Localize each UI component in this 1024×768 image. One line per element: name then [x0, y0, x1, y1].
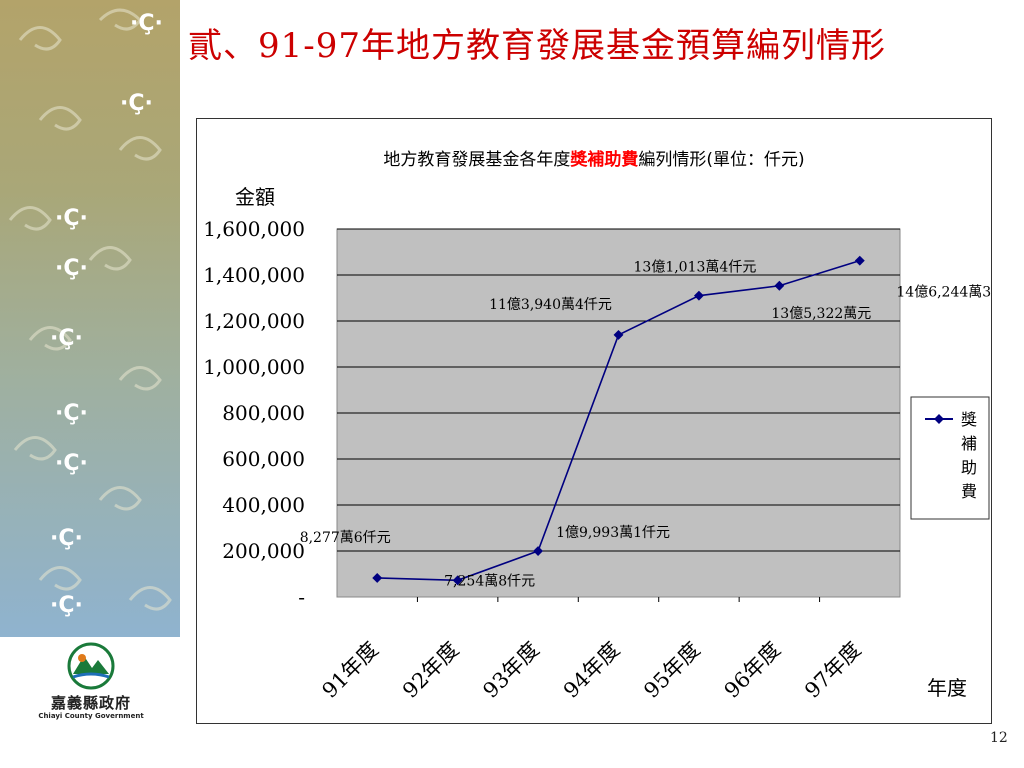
data-point [854, 255, 865, 266]
legend: 獎補助費 [910, 396, 990, 520]
svg-text:·Ç·: ·Ç· [50, 593, 83, 618]
svg-text:·Ç·: ·Ç· [55, 401, 88, 426]
svg-text:·Ç·: ·Ç· [55, 451, 88, 476]
data-label: 13億1,013萬4仟元 [634, 260, 757, 276]
y-tick-label: 1,600,000 [203, 217, 305, 241]
svg-text:·Ç·: ·Ç· [130, 11, 163, 36]
y-axis-label: 金額 [235, 185, 275, 209]
y-tick-label: 400,000 [222, 493, 305, 517]
svg-text:·Ç·: ·Ç· [55, 206, 88, 231]
data-label: 8,277萬6仟元 [300, 530, 391, 546]
data-point [693, 290, 704, 301]
x-tick-label: 94年度 [559, 637, 625, 703]
data-point [533, 546, 544, 556]
chart-title-suffix: 編列情形(單位：仟元) [638, 150, 804, 170]
data-label: 7,254萬8仟元 [444, 573, 535, 589]
decorative-sidebar: ·Ç· ·Ç· ·Ç· ·Ç· ·Ç· ·Ç· ·Ç· ·Ç· ·Ç· [0, 0, 180, 637]
x-tick-label: 95年度 [639, 637, 705, 703]
x-tick-label: 92年度 [398, 637, 464, 703]
org-name: 嘉義縣政府 [50, 694, 131, 712]
y-tick-label: 1,200,000 [203, 309, 305, 333]
legend-entry: 獎補助費 [961, 410, 977, 501]
data-label: 14億6,244萬3仟元 [896, 285, 991, 301]
x-tick-label: 93年度 [478, 637, 544, 703]
line-chart: 地方教育發展基金各年度獎補助費編列情形(單位：仟元) 金額 年度 -200,00… [203, 149, 991, 703]
svg-text:·Ç·: ·Ç· [120, 91, 153, 116]
x-tick-label: 97年度 [800, 637, 866, 703]
slide-title: 貳、91-97年地方教育發展基金預算編列情形 [188, 26, 887, 66]
data-point [613, 329, 624, 340]
x-axis-label: 年度 [927, 676, 967, 700]
data-point [452, 575, 463, 586]
data-label: 1億9,993萬1仟元 [556, 525, 670, 541]
y-tick-label: 1,400,000 [203, 263, 305, 287]
y-tick-label: 1,000,000 [203, 355, 305, 379]
data-point [774, 280, 785, 291]
y-tick-label: 600,000 [222, 447, 305, 471]
legend-marker-icon [934, 414, 944, 424]
org-name-en: Chiayi County Government [38, 712, 144, 720]
x-tick-label: 96年度 [720, 637, 786, 703]
chart-title-prefix: 地方教育發展基金各年度 [383, 150, 570, 170]
swirl-pattern-icon: ·Ç· ·Ç· ·Ç· ·Ç· ·Ç· ·Ç· ·Ç· ·Ç· ·Ç· [8, 8, 172, 618]
y-tick-label: 200,000 [222, 539, 305, 563]
page-number: 12 [990, 730, 1008, 746]
x-tick-label: 91年度 [317, 637, 383, 703]
svg-text:·Ç·: ·Ç· [50, 326, 83, 351]
data-label: 11億3,940萬4仟元 [489, 297, 612, 313]
chart-title: 地方教育發展基金各年度獎補助費編列情形(單位：仟元) [383, 149, 804, 170]
y-tick-label: 800,000 [222, 401, 305, 425]
y-tick-label: - [298, 585, 305, 609]
svg-text:·Ç·: ·Ç· [55, 256, 88, 281]
data-point [372, 573, 383, 583]
org-logo: 嘉義縣政府 Chiayi County Government [26, 640, 156, 730]
chart-title-highlight: 獎補助費 [569, 149, 638, 170]
svg-text:·Ç·: ·Ç· [50, 526, 83, 551]
data-label: 13億5,322萬元 [771, 306, 871, 322]
county-emblem-icon [67, 642, 115, 690]
chart-frame: 地方教育發展基金各年度獎補助費編列情形(單位：仟元) 金額 年度 -200,00… [196, 118, 992, 724]
